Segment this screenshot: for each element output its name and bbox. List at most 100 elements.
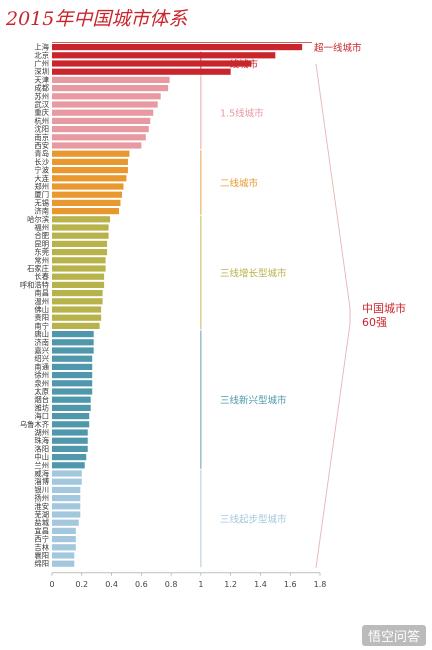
bar (52, 175, 127, 182)
bar (52, 281, 105, 288)
bar (52, 76, 170, 83)
tier-label: 超一线城市 (314, 42, 362, 54)
tier-label: 三线增长型城市 (220, 268, 287, 280)
bar (52, 85, 169, 92)
city-label: 南京 (34, 133, 49, 142)
bar (52, 191, 122, 198)
bar (52, 199, 121, 206)
city-label: 襄阳 (34, 551, 49, 560)
bar (52, 503, 81, 510)
bar (52, 560, 75, 567)
bar (52, 372, 93, 379)
bar (52, 265, 106, 272)
city-label: 东莞 (34, 248, 49, 257)
city-label: 唐山 (34, 330, 49, 339)
tier-label: 三线起步型城市 (220, 514, 287, 526)
city-label: 哈尔滨 (27, 215, 50, 224)
bar (52, 331, 94, 338)
bar (52, 290, 103, 297)
city-label: 长沙 (34, 157, 49, 166)
city-label: 武汉 (34, 100, 49, 109)
bar (52, 60, 252, 67)
city-label: 重庆 (34, 108, 49, 117)
city-label: 绵阳 (34, 559, 49, 568)
city-label: 兰州 (34, 461, 49, 470)
bar (52, 158, 128, 165)
city-label: 泉州 (34, 379, 49, 388)
tier-label: 三线新兴型城市 (220, 395, 287, 407)
city-label: 绍兴 (34, 354, 49, 363)
city-label: 呼和浩特 (20, 280, 49, 289)
bar (52, 437, 88, 444)
city-label: 徐州 (34, 371, 49, 380)
x-tick-label: 1.2 (224, 580, 237, 589)
bar (52, 519, 79, 526)
bar (52, 363, 93, 370)
x-tick-label: 0 (49, 580, 54, 589)
city-label: 福州 (34, 223, 49, 232)
city-label: 扬州 (34, 494, 49, 503)
city-label: 西安 (34, 141, 49, 150)
bar (52, 183, 124, 190)
city-label: 宜昌 (34, 526, 49, 535)
city-label: 济南 (34, 338, 49, 347)
bar (52, 167, 128, 174)
city-label: 无锡 (34, 198, 49, 207)
bar (52, 421, 90, 428)
city-label: 济南 (34, 207, 49, 216)
x-tick-label: 1.4 (254, 580, 267, 589)
city-label: 温州 (34, 297, 49, 306)
bar (52, 495, 81, 502)
bar (52, 224, 109, 231)
city-label: 宁波 (34, 166, 49, 175)
city-label: 昆明 (34, 239, 49, 248)
city-label: 烟台 (34, 395, 49, 404)
bar (52, 486, 81, 493)
bar (52, 142, 142, 149)
bar (52, 445, 88, 452)
bar (52, 216, 111, 223)
city-label: 银川 (34, 485, 49, 494)
city-label: 芜湖 (34, 510, 49, 519)
chart-title: 2015年中国城市体系 (6, 8, 188, 30)
city-label: 厦门 (34, 190, 49, 199)
bar (52, 396, 91, 403)
city-label: 吉林 (34, 543, 49, 552)
bar (52, 511, 81, 518)
watermark-logo: 悟空问答 (361, 625, 426, 646)
bar (52, 298, 103, 305)
city-label: 佛山 (34, 305, 49, 314)
bar (52, 478, 82, 485)
city-label: 贵阳 (34, 313, 49, 322)
bar (52, 134, 146, 141)
bar (52, 355, 93, 362)
city-label: 杭州 (34, 116, 49, 125)
city-label: 淮安 (34, 502, 49, 511)
city-label: 青岛 (34, 149, 49, 158)
bar (52, 314, 102, 321)
annotation-line1: 中国城市 (362, 301, 406, 315)
city-label: 太原 (34, 387, 49, 396)
bar (52, 101, 158, 108)
bar (52, 273, 105, 280)
bar (52, 68, 231, 75)
bar (52, 339, 94, 346)
city-label: 南昌 (34, 289, 49, 298)
city-label: 南通 (34, 362, 49, 371)
city-label: 郑州 (34, 182, 49, 191)
city-label: 常州 (34, 256, 49, 265)
bar (52, 388, 93, 395)
city-label: 潍坊 (34, 403, 49, 412)
tier-label: 一线城市 (220, 59, 259, 71)
bar (52, 527, 76, 534)
bar (52, 126, 149, 133)
bar (52, 470, 82, 477)
tier-label: 1.5线城市 (220, 108, 264, 120)
city-label: 合肥 (34, 231, 49, 240)
x-tick-label: 1.8 (314, 580, 327, 589)
city-label: 大连 (34, 174, 49, 183)
city-label: 沈阳 (34, 125, 49, 134)
bar (52, 306, 102, 313)
city-label: 天津 (34, 75, 49, 84)
